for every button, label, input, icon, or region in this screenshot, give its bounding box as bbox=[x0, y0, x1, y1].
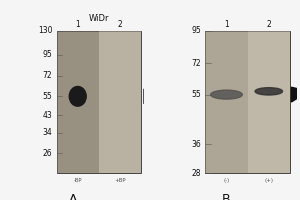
Text: -BP: -BP bbox=[74, 178, 82, 183]
Text: 43: 43 bbox=[43, 111, 52, 120]
Ellipse shape bbox=[255, 88, 283, 95]
Text: 95: 95 bbox=[43, 50, 52, 59]
Bar bbox=[57, 31, 99, 173]
Text: 72: 72 bbox=[43, 71, 52, 80]
Text: (+): (+) bbox=[264, 178, 273, 183]
Bar bbox=[205, 31, 248, 173]
Bar bbox=[248, 31, 290, 173]
Text: 130: 130 bbox=[38, 26, 52, 35]
Bar bbox=[205, 31, 290, 173]
Text: +BP: +BP bbox=[114, 178, 126, 183]
Text: A: A bbox=[69, 193, 78, 200]
Text: 1: 1 bbox=[224, 20, 229, 29]
Text: 55: 55 bbox=[191, 90, 201, 99]
Text: 72: 72 bbox=[191, 59, 201, 68]
Text: 28: 28 bbox=[192, 169, 201, 178]
Polygon shape bbox=[144, 89, 160, 104]
Text: 55: 55 bbox=[43, 92, 52, 101]
Text: 2: 2 bbox=[118, 20, 122, 29]
Text: WiDr: WiDr bbox=[88, 14, 109, 23]
Circle shape bbox=[69, 86, 86, 106]
Text: 26: 26 bbox=[43, 149, 52, 158]
Polygon shape bbox=[291, 87, 300, 102]
Text: 36: 36 bbox=[191, 140, 201, 149]
Text: 95: 95 bbox=[191, 26, 201, 35]
Text: 2: 2 bbox=[266, 20, 271, 29]
Text: (-): (-) bbox=[224, 178, 230, 183]
Text: 34: 34 bbox=[43, 128, 52, 137]
Text: B: B bbox=[222, 193, 231, 200]
Ellipse shape bbox=[211, 90, 242, 99]
Bar bbox=[99, 31, 141, 173]
Text: 1: 1 bbox=[75, 20, 80, 29]
Bar bbox=[57, 31, 141, 173]
